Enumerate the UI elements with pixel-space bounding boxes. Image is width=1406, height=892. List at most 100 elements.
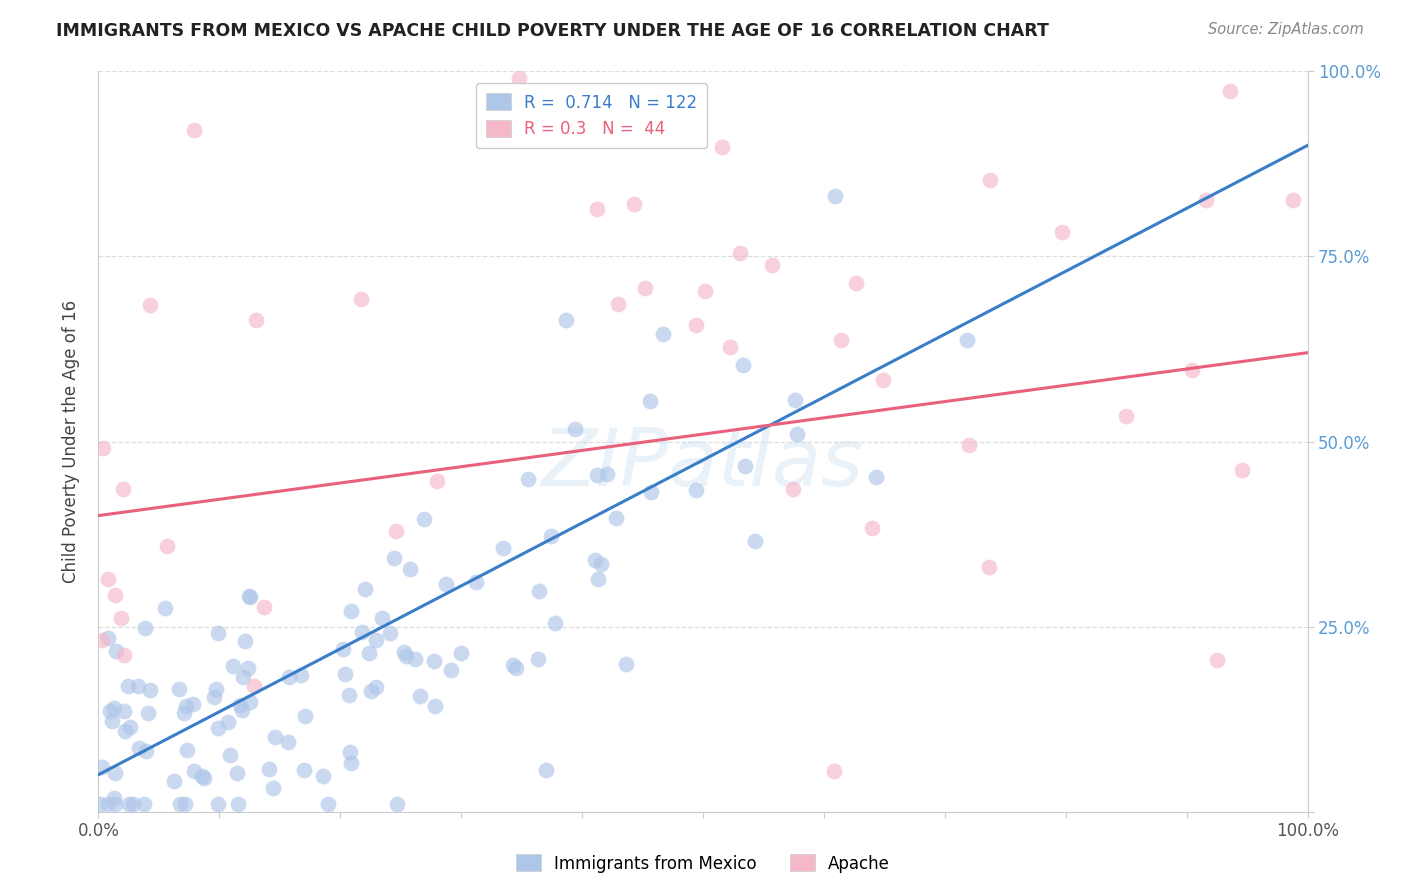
Point <box>640 484 662 499</box>
Point <box>536 763 558 777</box>
Point <box>292 763 315 777</box>
Legend: Immigrants from Mexico, Apache: Immigrants from Mexico, Apache <box>509 847 897 880</box>
Point <box>786 427 808 442</box>
Point <box>264 731 287 745</box>
Point <box>91 632 114 647</box>
Point <box>231 703 253 717</box>
Point <box>138 682 160 697</box>
Point <box>731 358 754 372</box>
Point <box>782 482 804 496</box>
Point <box>112 483 135 497</box>
Point <box>104 644 127 658</box>
Point <box>464 575 486 590</box>
Point <box>695 284 717 298</box>
Point <box>176 743 198 757</box>
Point <box>865 469 887 483</box>
Point <box>193 771 215 785</box>
Point <box>89 797 111 812</box>
Point <box>239 695 262 709</box>
Point <box>238 590 260 604</box>
Point <box>239 590 262 604</box>
Point <box>169 797 191 812</box>
Point <box>104 589 127 603</box>
Point <box>232 670 254 684</box>
Point <box>155 600 177 615</box>
Point <box>225 766 247 780</box>
Point <box>228 797 250 812</box>
Point <box>382 551 405 566</box>
Point <box>312 769 335 783</box>
Point <box>595 467 617 482</box>
Point <box>591 557 613 571</box>
Point <box>1205 652 1227 666</box>
Point <box>607 297 630 311</box>
Point <box>508 70 530 85</box>
Point <box>425 699 447 714</box>
Text: ZIPatlas: ZIPatlas <box>541 425 865 503</box>
Point <box>357 646 380 660</box>
Point <box>243 679 266 693</box>
Point <box>118 797 141 812</box>
Point <box>638 393 661 408</box>
Point <box>1282 193 1305 207</box>
Point <box>202 690 225 705</box>
Point <box>339 746 361 760</box>
Point <box>1115 409 1137 424</box>
Point <box>384 524 406 538</box>
Point <box>761 258 783 272</box>
Point <box>340 756 363 770</box>
Point <box>218 747 240 762</box>
Point <box>262 781 284 796</box>
Point <box>957 438 980 452</box>
Point <box>412 512 434 526</box>
Point <box>181 697 204 711</box>
Point <box>103 790 125 805</box>
Point <box>222 659 245 673</box>
Point <box>1219 84 1241 98</box>
Point <box>409 689 432 703</box>
Point <box>190 768 212 782</box>
Point <box>426 475 449 489</box>
Point <box>395 649 418 664</box>
Point <box>392 644 415 658</box>
Point <box>257 762 280 776</box>
Point <box>352 624 374 639</box>
Point <box>979 172 1001 186</box>
Point <box>207 797 229 812</box>
Point <box>956 334 979 348</box>
Point <box>586 572 609 586</box>
Point <box>860 520 883 534</box>
Point <box>333 666 356 681</box>
Point <box>710 140 733 154</box>
Point <box>134 621 156 635</box>
Point <box>517 472 540 486</box>
Point <box>1181 363 1204 377</box>
Text: Source: ZipAtlas.com: Source: ZipAtlas.com <box>1208 22 1364 37</box>
Point <box>97 631 120 645</box>
Point <box>101 714 124 729</box>
Point <box>586 468 609 483</box>
Point <box>785 393 807 408</box>
Point <box>173 706 195 720</box>
Point <box>110 611 132 625</box>
Point <box>350 292 373 306</box>
Point <box>354 582 377 596</box>
Point <box>139 298 162 312</box>
Point <box>378 626 401 640</box>
Point <box>253 599 276 614</box>
Point <box>174 797 197 812</box>
Point <box>364 680 387 694</box>
Point <box>685 483 707 497</box>
Point <box>217 715 239 730</box>
Point <box>491 541 513 555</box>
Point <box>340 604 363 618</box>
Point <box>104 766 127 780</box>
Point <box>1230 463 1253 477</box>
Point <box>744 533 766 548</box>
Legend: R =  0.714   N = 122, R = 0.3   N =  44: R = 0.714 N = 122, R = 0.3 N = 44 <box>475 83 707 148</box>
Point <box>728 246 751 260</box>
Text: IMMIGRANTS FROM MEXICO VS APACHE CHILD POVERTY UNDER THE AGE OF 16 CORRELATION C: IMMIGRANTS FROM MEXICO VS APACHE CHILD P… <box>56 22 1049 40</box>
Point <box>128 741 150 756</box>
Point <box>502 657 524 672</box>
Point <box>127 679 149 693</box>
